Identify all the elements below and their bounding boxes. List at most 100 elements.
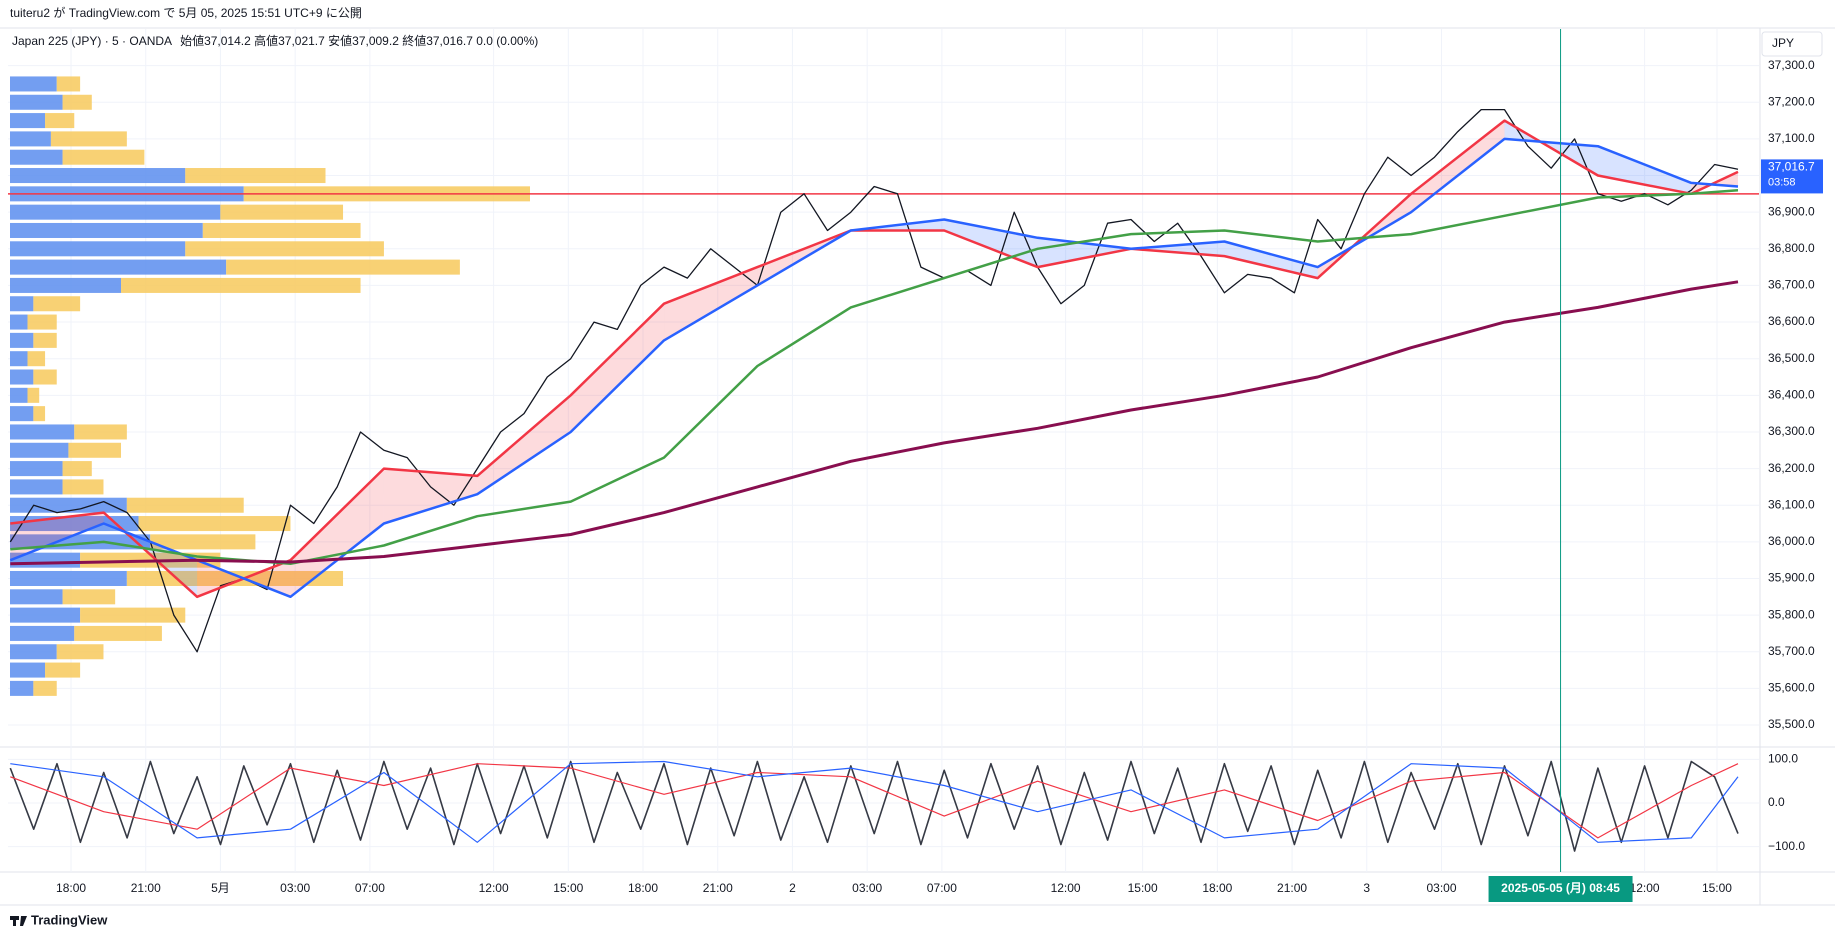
ma-cloud [477,395,571,495]
ma-cloud [570,303,665,432]
published-note: tuiteru2 が TradingView.com で 5月 05, 2025… [10,5,362,20]
profile-sell [33,680,57,696]
y-tick-label: 37,300.0 [1768,58,1815,72]
y-tick-label: 36,300.0 [1768,424,1815,438]
x-tick-label: 07:00 [927,881,957,895]
x-tick-label: 03:00 [280,881,310,895]
profile-sell [27,387,40,403]
profile-buy [10,369,34,385]
profile-sell [138,516,291,532]
profile-sell [33,406,46,422]
profile-sell [202,222,361,238]
profile-sell [126,497,244,513]
crosshair-label: 2025-05-05 (月) 08:45 [1501,881,1620,895]
profile-buy [10,662,46,678]
y-tick-label: 36,400.0 [1768,387,1815,401]
currency-box[interactable] [1761,31,1823,57]
profile-sell [68,442,122,458]
profile-sell [80,607,186,623]
oscillator-pane [9,760,1739,852]
y-tick-label: 36,000.0 [1768,534,1815,548]
profile-buy [10,259,227,275]
profile-buy [10,461,63,477]
y-tick-label: 35,900.0 [1768,571,1815,585]
crosshair-label-box [1488,876,1633,902]
profile-buy [10,680,34,696]
profile-buy [10,625,75,641]
x-tick-label: 12:00 [1630,881,1660,895]
x-tick-label: 3 [1363,881,1370,895]
profile-buy [10,113,46,129]
ma-cloud [1411,120,1505,213]
y-tick-label: 100.0 [1768,752,1798,766]
x-tick-label: 18:00 [56,881,86,895]
profile-sell [62,589,116,605]
profile-sell [226,259,460,275]
grid [8,29,1759,872]
profile-buy [10,442,69,458]
main-pane [8,76,1759,696]
profile-sell [33,296,81,312]
countdown: 03:58 [1768,176,1796,188]
brand: TradingView [31,912,108,927]
profile-sell [62,149,145,165]
profile-buy [10,314,28,330]
profile-sell [220,204,344,220]
series-line [10,763,1739,839]
ma-cloud [290,468,384,597]
y-tick-label: 36,700.0 [1768,278,1815,292]
profile-buy [10,406,34,422]
ma-cloud [664,267,758,341]
profile-buy [10,277,122,293]
profile-sell [74,625,162,641]
x-tick-label: 15:00 [1128,881,1158,895]
profile-sell [62,479,104,495]
profile-buy [10,607,81,623]
profile-sell [62,94,92,110]
profile-buy [10,149,63,165]
x-tick-label: 03:00 [1426,881,1456,895]
last-price-box [1761,159,1823,194]
symbol: Japan 225 (JPY) · 5 · OANDA [12,34,172,48]
profile-sell [33,332,57,348]
y-tick-label: 36,800.0 [1768,241,1815,255]
ma-cloud [383,468,478,524]
profile-sell [50,131,127,147]
x-tick-label: 18:00 [628,881,658,895]
profile-sell [27,351,46,367]
series-line [10,119,1739,599]
profile-sell [56,644,104,660]
x-tick-label: 21:00 [703,881,733,895]
profile-buy [10,76,57,92]
profile-sell [45,113,75,129]
profile-buy [10,131,51,147]
y-tick-label: 36,100.0 [1768,497,1815,511]
profile-buy [10,570,127,586]
series-line [10,280,1739,566]
y-tick-label: 36,200.0 [1768,461,1815,475]
x-tick-label: 21:00 [1277,881,1307,895]
y-tick-label: 35,500.0 [1768,717,1815,731]
profile-buy [10,644,57,660]
y-tick-label: 36,600.0 [1768,314,1815,328]
x-tick-label: 21:00 [131,881,161,895]
profile-buy [10,479,63,495]
last-price: 37,016.7 [1768,160,1815,174]
profile-buy [10,222,203,238]
y-tick-label: 35,600.0 [1768,681,1815,695]
profile-sell [33,369,57,385]
profile-sell [150,534,256,550]
y-tick-label: 37,100.0 [1768,131,1815,145]
series-line [9,108,1739,653]
profile-sell [121,277,361,293]
profile-buy [10,168,186,184]
x-tick-label: 12:00 [479,881,509,895]
x-tick-label: 12:00 [1051,881,1081,895]
profile-sell [62,461,92,477]
y-tick-label: 35,700.0 [1768,644,1815,658]
y-tick-label: 36,900.0 [1768,204,1815,218]
ohlc: 始値37,014.2 高値37,021.7 安値37,009.2 終値37,01… [180,33,538,48]
